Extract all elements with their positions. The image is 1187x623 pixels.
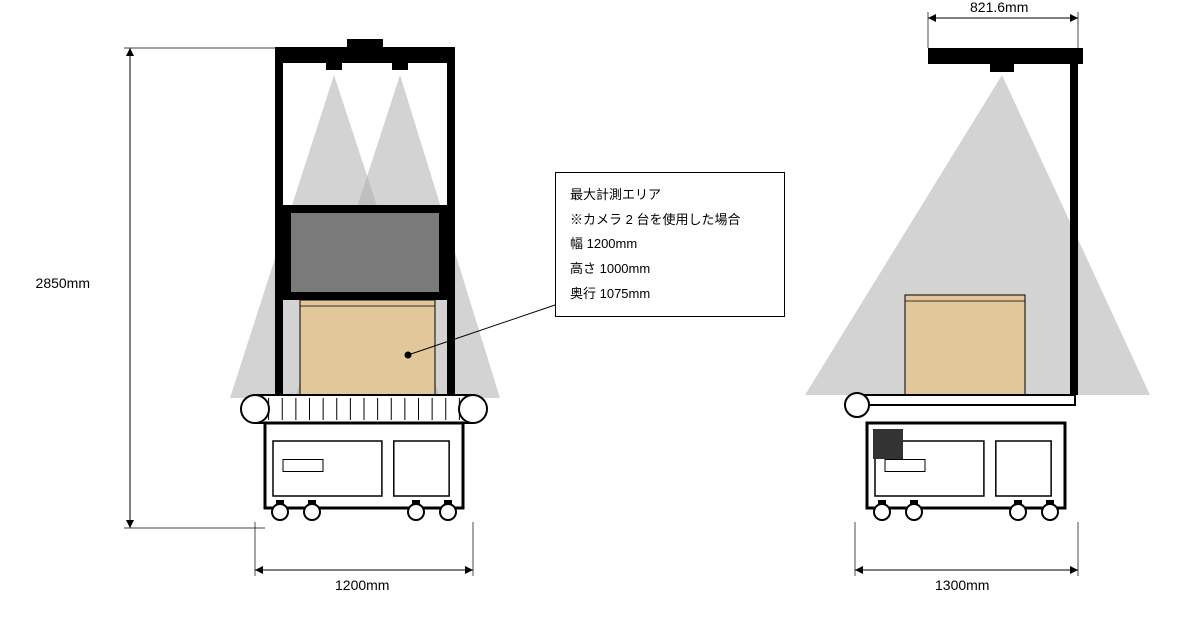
callout-line-2: 奥行 1075mm	[570, 282, 770, 307]
callout-line-0: 幅 1200mm	[570, 232, 770, 257]
callout-line-1: 高さ 1000mm	[570, 257, 770, 282]
callout-title: 最大計測エリア	[570, 183, 770, 208]
svg-text:2850mm: 2850mm	[36, 275, 90, 291]
measurement-callout: 最大計測エリア ※カメラ 2 台を使用した場合 幅 1200mm 高さ 1000…	[555, 172, 785, 317]
callout-subtitle: ※カメラ 2 台を使用した場合	[570, 208, 770, 233]
svg-text:821.6mm: 821.6mm	[970, 0, 1028, 15]
svg-text:1200mm: 1200mm	[335, 577, 389, 593]
svg-text:1300mm: 1300mm	[935, 577, 989, 593]
